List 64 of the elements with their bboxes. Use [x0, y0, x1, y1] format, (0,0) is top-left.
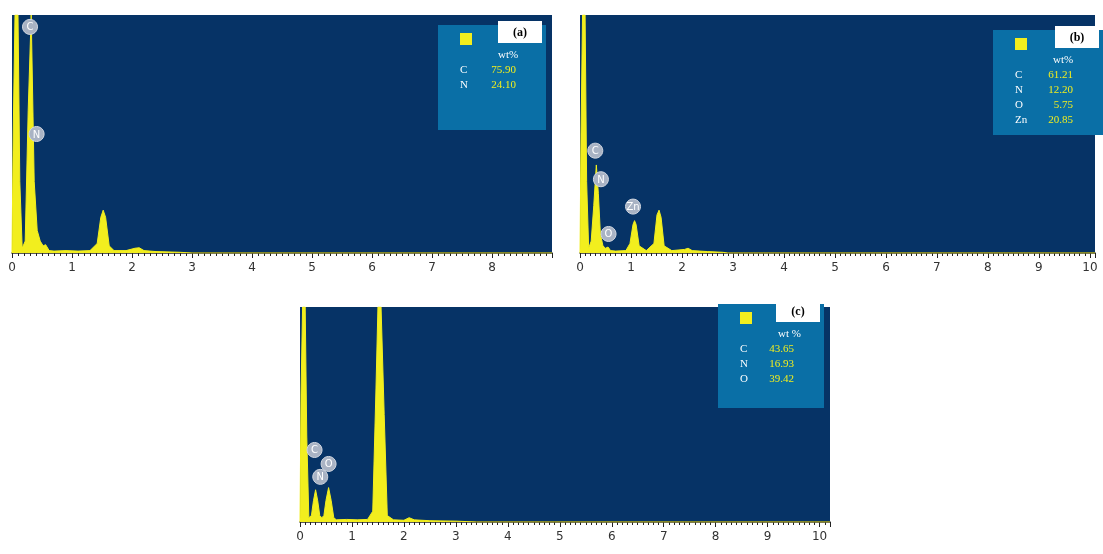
annotation: 16.93 — [769, 356, 794, 371]
annotation: O — [324, 458, 333, 470]
x-tick-label: 0 — [8, 260, 16, 274]
x-tick-label: 6 — [882, 260, 890, 274]
x-tick-label: 8 — [984, 260, 992, 274]
x-tick-label: 1 — [348, 529, 356, 543]
annotation: N — [1015, 82, 1023, 97]
annotation: N — [740, 356, 748, 371]
annotation: 20.85 — [1048, 112, 1073, 127]
x-tick-label: 8 — [711, 529, 720, 543]
x-tick-label: 2 — [678, 260, 686, 274]
x-tick-label: 5 — [831, 260, 839, 274]
annotation: C — [1015, 67, 1023, 82]
annotation: wt % — [778, 326, 801, 341]
annotation: (a) — [498, 21, 542, 43]
annotation: 5.75 — [1053, 97, 1073, 112]
x-tick-label: 4 — [248, 260, 256, 274]
annotation: O — [1015, 97, 1023, 112]
x-tick-label: 10 — [811, 529, 828, 543]
annotation: N — [32, 128, 41, 140]
x-tick-label: 1 — [68, 260, 76, 274]
annotation: C — [460, 62, 468, 77]
annotation: C — [591, 145, 599, 157]
x-tick-label: 7 — [933, 260, 941, 274]
x-tick-label: 3 — [729, 260, 737, 274]
annotation: N — [597, 173, 605, 185]
x-tick-label: 4 — [504, 529, 512, 543]
annotation: O — [604, 228, 613, 240]
x-tick-label: 9 — [1035, 260, 1043, 274]
x-tick-label: 3 — [452, 529, 460, 543]
x-tick-label: 8 — [488, 260, 496, 274]
x-tick-label: 2 — [400, 529, 408, 543]
annotation: O — [740, 371, 748, 386]
x-tick-label: 10 — [1082, 260, 1098, 274]
x-tick-label: 0 — [296, 529, 304, 543]
annotation: C — [311, 444, 319, 456]
x-tick-label: 7 — [659, 529, 668, 543]
annotation: 43.65 — [769, 341, 794, 356]
x-tick-label: 9 — [763, 529, 772, 543]
annotation: C — [740, 341, 748, 356]
annotation: Zn — [626, 201, 640, 213]
annotation: Zn — [1015, 112, 1028, 127]
x-tick-label: 6 — [368, 260, 376, 274]
annotation: wt% — [1053, 52, 1074, 67]
annotation: 39.42 — [769, 371, 794, 386]
annotation: N — [316, 471, 325, 483]
annotation: 24.10 — [491, 77, 516, 92]
x-tick-label: 0 — [576, 260, 584, 274]
x-tick-label: 5 — [308, 260, 316, 274]
x-tick-label: 5 — [555, 529, 564, 543]
annotation: N — [460, 77, 468, 92]
x-tick-label: 6 — [607, 529, 616, 543]
annotation: C — [26, 21, 34, 33]
annotation: 61.21 — [1048, 67, 1073, 82]
x-tick-label: 3 — [188, 260, 196, 274]
annotation: wt% — [498, 47, 519, 62]
annotation: (b) — [1055, 26, 1099, 48]
annotation: 75.90 — [491, 62, 516, 77]
annotation: (c) — [776, 300, 820, 322]
x-tick-label: 4 — [780, 260, 788, 274]
x-tick-label: 2 — [128, 260, 136, 274]
x-tick-label: 7 — [428, 260, 436, 274]
annotation: 12.20 — [1048, 82, 1073, 97]
x-tick-label: 1 — [627, 260, 635, 274]
